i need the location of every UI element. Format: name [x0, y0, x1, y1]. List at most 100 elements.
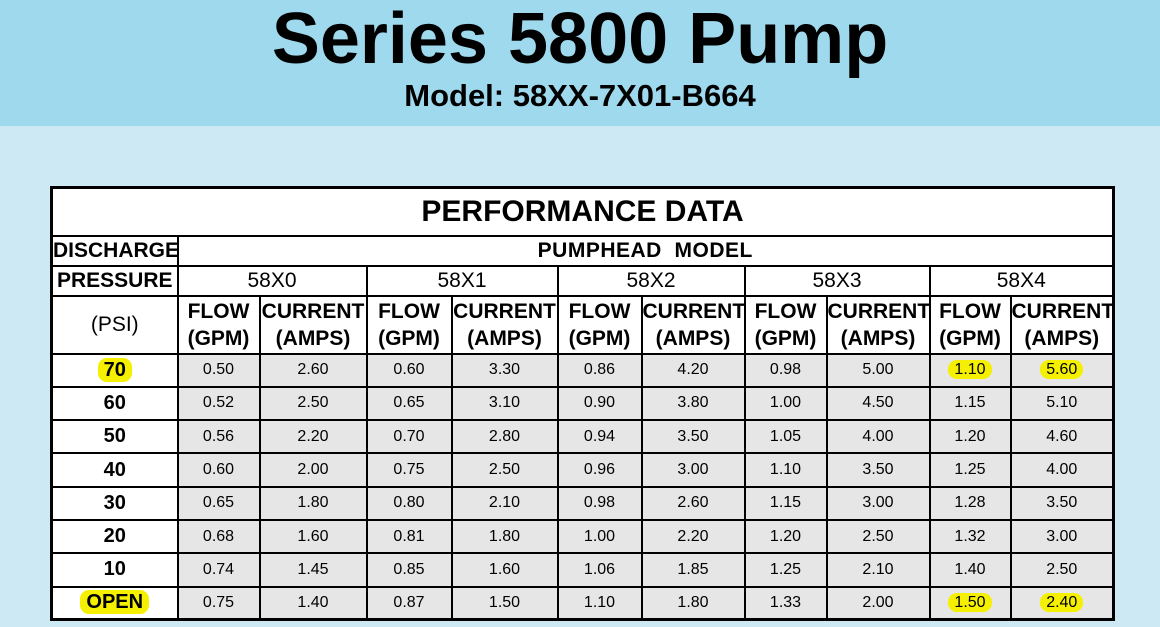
psi-value: 30	[103, 491, 126, 514]
cell-value: 1.20	[954, 427, 986, 445]
cell-value: 2.20	[677, 527, 709, 545]
cell-value: 1.32	[954, 527, 986, 545]
current-column-header: CURRENT (AMPS)	[258, 294, 368, 355]
page-title: Series 5800 Pump	[271, 0, 889, 79]
cell-value: 0.70	[393, 427, 425, 445]
table-row: 10 0.74 1.45 0.85 1.60 1.06 1.85 1.25 2.10 1.40 2.…	[50, 552, 1115, 588]
cell-value: 0.80	[393, 494, 425, 512]
current-value-cell: 2.10	[825, 552, 931, 588]
flow-value-cell: 0.87	[365, 585, 453, 621]
current-value-cell: 2.80	[450, 419, 559, 455]
cell-value: 0.65	[393, 394, 425, 412]
cell-value: 1.25	[954, 461, 986, 479]
flow-value-cell: 0.74	[176, 552, 261, 588]
current-value-cell: 1.40	[258, 585, 368, 621]
cell-value: 1.50	[948, 592, 992, 612]
cell-value: 0.90	[583, 394, 616, 412]
cell-value: 1.10	[769, 461, 802, 479]
cell-value: 3.00	[677, 461, 709, 479]
cell-value: 1.10	[583, 593, 616, 611]
cell-value: 2.20	[297, 427, 329, 445]
flow-value-cell: 1.20	[743, 518, 828, 555]
current-value-cell: 4.00	[825, 419, 931, 455]
cell-value: 0.98	[583, 494, 616, 512]
flow-value-cell: 1.10	[556, 585, 643, 621]
discharge-label: DISCHARGE	[50, 234, 179, 267]
current-value-cell: 1.80	[450, 518, 559, 555]
flow-value-cell: 1.10	[743, 452, 828, 488]
cell-value: 4.60	[1046, 427, 1078, 445]
psi-value: 20	[103, 525, 126, 548]
cell-value: 0.87	[393, 593, 425, 611]
cell-value: 1.00	[583, 527, 616, 545]
cell-value: 0.75	[202, 593, 235, 611]
current-value-cell: 3.30	[450, 352, 559, 388]
flow-header-label: FLOW	[378, 299, 440, 323]
model-header-58x0: 58X0	[176, 264, 368, 297]
flow-value-cell: 0.75	[176, 585, 261, 621]
flow-value-cell: 0.68	[176, 518, 261, 555]
current-value-cell: 3.00	[825, 485, 931, 521]
current-value-cell: 4.60	[1009, 419, 1115, 455]
flow-value-cell: 0.75	[365, 452, 453, 488]
current-value-cell: 2.50	[1009, 552, 1115, 588]
cell-value: 1.40	[954, 560, 986, 578]
flow-value-cell: 0.70	[365, 419, 453, 455]
current-column-header: CURRENT (AMPS)	[825, 294, 931, 355]
cell-value: 1.28	[954, 494, 986, 512]
table-row: 40 0.60 2.00 0.75 2.50 0.96 3.00 1.10 3.50 1.25 4.…	[50, 452, 1115, 488]
current-header-unit: (AMPS)	[655, 326, 731, 350]
psi-unit-label: (PSI)	[50, 294, 179, 355]
flow-column-header: FLOW (GPM)	[743, 294, 828, 355]
cell-value: 0.96	[583, 461, 616, 479]
current-value-cell: 1.60	[258, 518, 368, 555]
cell-value: 1.50	[488, 593, 521, 611]
flow-value-cell: 1.06	[556, 552, 643, 588]
current-value-cell: 2.60	[640, 485, 746, 521]
cell-value: 5.10	[1046, 394, 1078, 412]
current-column-header: CURRENT (AMPS)	[450, 294, 559, 355]
current-value-cell: 1.50	[450, 585, 559, 621]
current-value-cell: 3.80	[640, 385, 746, 422]
cell-value: 1.15	[954, 394, 986, 412]
cell-value: 2.50	[488, 461, 521, 479]
current-header-unit: (AMPS)	[467, 326, 542, 350]
psi-cell: 60	[50, 385, 179, 422]
current-column-header: CURRENT (AMPS)	[640, 294, 746, 355]
current-value-cell: 1.80	[640, 585, 746, 621]
cell-value: 2.50	[1046, 560, 1078, 578]
flow-value-cell: 0.90	[556, 385, 643, 422]
cell-value: 5.60	[1040, 360, 1084, 380]
flow-value-cell: 0.85	[365, 552, 453, 588]
current-value-cell: 2.10	[450, 485, 559, 521]
flow-value-cell: 0.52	[176, 385, 261, 422]
cell-value: 0.94	[583, 427, 616, 445]
current-value-cell: 3.00	[1009, 518, 1115, 555]
flow-value-cell: 1.20	[928, 419, 1012, 455]
current-header-label: CURRENT	[642, 299, 745, 323]
flow-header-unit: (GPM)	[754, 326, 817, 350]
cell-value: 2.60	[297, 361, 329, 379]
table-row: 20 0.68 1.60 0.81 1.80 1.00 2.20 1.20 2.50 1.32 3.…	[50, 518, 1115, 555]
psi-value: 50	[103, 425, 126, 448]
flow-value-cell: 1.50	[928, 585, 1012, 621]
table-row: OPEN 0.75 1.40 0.87 1.50 1.10 1.80 1.33 2.00 1.50…	[50, 585, 1115, 621]
flow-header-unit: (GPM)	[378, 326, 440, 350]
flow-column-header: FLOW (GPM)	[556, 294, 643, 355]
flow-value-cell: 0.60	[365, 352, 453, 388]
cell-value: 0.60	[202, 461, 235, 479]
flow-value-cell: 0.80	[365, 485, 453, 521]
flow-value-cell: 1.00	[743, 385, 828, 422]
cell-value: 4.50	[862, 394, 894, 412]
flow-value-cell: 1.25	[928, 452, 1012, 488]
current-value-cell: 2.50	[450, 452, 559, 488]
table-row: 70 0.50 2.60 0.60 3.30 0.86 4.20 0.98 5.00 1.10 5.…	[50, 352, 1115, 388]
cell-value: 0.75	[393, 461, 425, 479]
cell-value: 1.05	[769, 427, 802, 445]
flow-value-cell: 0.86	[556, 352, 643, 388]
psi-value: 10	[103, 558, 126, 581]
current-value-cell: 3.50	[1009, 485, 1115, 521]
cell-value: 3.50	[862, 461, 894, 479]
cell-value: 1.00	[769, 394, 802, 412]
cell-value: 1.40	[297, 593, 329, 611]
